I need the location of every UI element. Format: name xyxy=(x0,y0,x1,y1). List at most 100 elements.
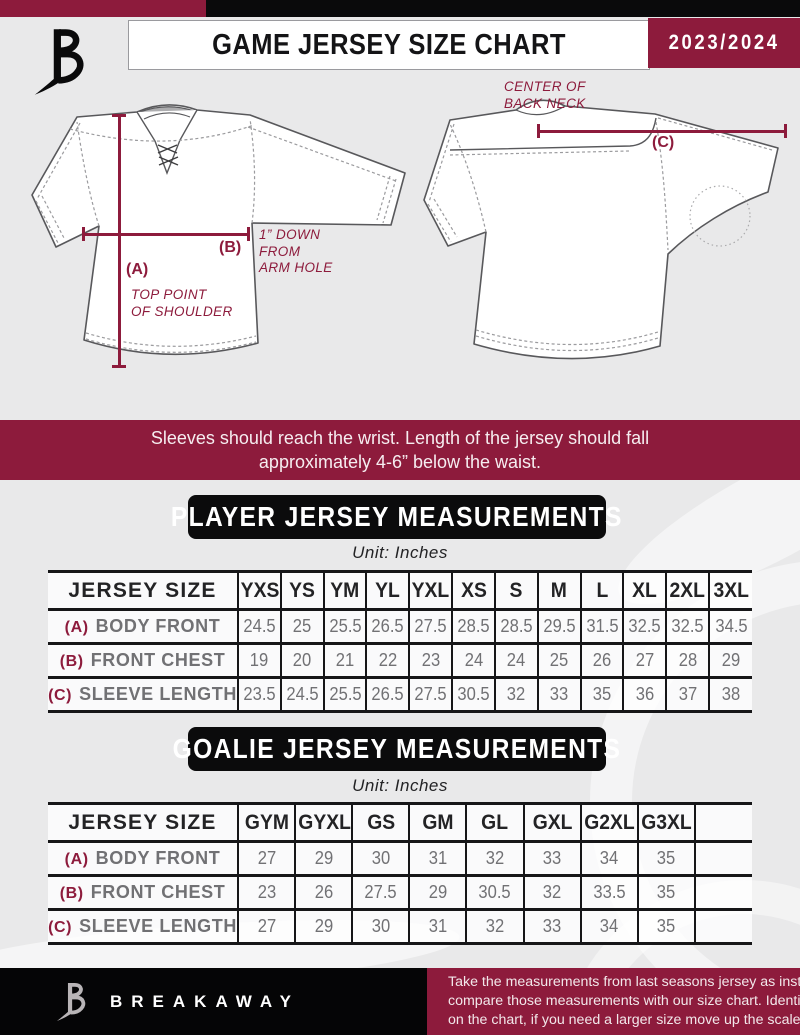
measurement-value: 27 xyxy=(236,841,296,877)
size-table-header-row: JERSEY SIZE YXS YS YM YL YXL XS S M L XL 2XL 3XL xyxy=(48,571,752,611)
measurement-row-label: (A) BODY FRONT xyxy=(48,609,238,645)
diagram-label-b: (B) xyxy=(219,239,242,256)
goalie-section-title: GOALIE JERSEY MEASUREMENTS xyxy=(172,733,622,764)
measurement-value: 26.5 xyxy=(365,609,410,645)
measurement-value: 32 xyxy=(493,677,538,713)
player-section-title: PLAYER JERSEY MEASUREMENTS xyxy=(171,501,623,532)
measurement-value: 26 xyxy=(294,875,353,911)
size-column-header: GYM xyxy=(236,803,296,843)
fit-note-line1: Sleeves should reach the wrist. Length o… xyxy=(150,428,650,448)
measurement-value: 35 xyxy=(636,909,695,945)
measurement-value: 33 xyxy=(536,677,581,713)
measurement-value: 31 xyxy=(408,909,467,945)
measurement-row-label: (C) SLEEVE LENGTH xyxy=(48,677,238,713)
size-column-header: YXL xyxy=(408,571,453,611)
size-column-header: GM xyxy=(408,803,467,843)
size-column-header: YS xyxy=(279,571,324,611)
measurement-value: 24 xyxy=(451,643,495,679)
footer-line1: Take the measurements from last seasons … xyxy=(448,973,800,990)
measurement-row-label: (A) BODY FRONT xyxy=(48,841,238,877)
back-jersey-diagram xyxy=(423,99,779,360)
measurement-value: 23.5 xyxy=(237,677,281,713)
goalie-unit-label: Unit: Inches xyxy=(352,776,448,795)
brand-name: BREAKAWAY xyxy=(110,991,300,1011)
measurement-value: 34.5 xyxy=(708,609,752,645)
size-column-header: 3XL xyxy=(708,571,752,611)
measurement-value: 35 xyxy=(636,875,695,911)
measurement-value: 32.5 xyxy=(665,609,710,645)
size-column-header: G3XL xyxy=(636,803,695,843)
page-title-text: GAME JERSEY SIZE CHART xyxy=(212,28,566,61)
measure-cap xyxy=(537,124,540,138)
measurement-value: 33.5 xyxy=(579,875,638,911)
measurement-key: (C) xyxy=(48,919,73,936)
season-badge: 2023/2024 xyxy=(648,18,800,68)
jersey-size-header: JERSEY SIZE xyxy=(48,803,238,843)
measurement-value: 29 xyxy=(708,643,752,679)
measurement-value: 28.5 xyxy=(451,609,495,645)
measurement-value xyxy=(693,841,752,877)
diagram-label-c: (C) xyxy=(652,134,675,151)
measurement-value: 30.5 xyxy=(465,875,524,911)
measurement-value: 19 xyxy=(237,643,281,679)
measurement-row: (B) FRONT CHEST 19 20 21 22 23 24 24 25 26 27 28 29 xyxy=(48,643,752,679)
measurement-value: 33 xyxy=(522,841,581,877)
fit-note-banner: Sleeves should reach the wrist. Length o… xyxy=(0,420,800,480)
note-down-from-armhole: 1” DOWN FROM ARM HOLE xyxy=(259,227,333,275)
measurement-value: 26.5 xyxy=(365,677,410,713)
measurement-value: 23 xyxy=(236,875,296,911)
measurement-key: (C) xyxy=(48,687,73,704)
size-column-header: M xyxy=(536,571,581,611)
measurement-row-label: (C) SLEEVE LENGTH xyxy=(48,909,238,945)
page-title: GAME JERSEY SIZE CHART xyxy=(128,20,650,70)
measurement-key: (A) xyxy=(64,851,89,868)
size-column-header: YL xyxy=(365,571,410,611)
measurement-value: 34 xyxy=(579,841,638,877)
header-maroon-strip xyxy=(0,0,206,17)
goalie-size-table: JERSEY SIZE GYM GYXL GS GM GL GXL G2XL G3XL (A) BO… xyxy=(48,802,752,945)
measurement-value: 27 xyxy=(236,909,296,945)
measurement-value: 20 xyxy=(279,643,324,679)
measurement-value: 27.5 xyxy=(408,609,453,645)
size-column-header xyxy=(693,803,752,843)
season-badge-text: 2023/2024 xyxy=(668,31,780,54)
measurement-value: 32 xyxy=(465,909,524,945)
size-column-header: GYXL xyxy=(294,803,353,843)
measurement-value: 25 xyxy=(536,643,581,679)
measurement-value: 29 xyxy=(294,909,353,945)
measure-cap xyxy=(784,124,787,138)
size-column-header: 2XL xyxy=(665,571,710,611)
measure-cap xyxy=(112,114,126,117)
jersey-size-header: JERSEY SIZE xyxy=(48,571,238,611)
measurement-key: (A) xyxy=(64,619,89,636)
measurement-value xyxy=(693,875,752,911)
measurement-value: 27 xyxy=(622,643,667,679)
measurement-value: 31.5 xyxy=(579,609,624,645)
measurement-value: 30.5 xyxy=(451,677,495,713)
measurement-row: (A) BODY FRONT 27 29 30 31 32 33 34 35 xyxy=(48,841,752,877)
measure-line-b xyxy=(82,233,249,236)
measurement-value: 31 xyxy=(408,841,467,877)
footer-line3: on the chart, if you need a larger size … xyxy=(448,1012,800,1029)
size-column-header: GXL xyxy=(522,803,581,843)
footer-line2: compare those measurements with our size… xyxy=(448,992,800,1009)
footer-instructions: Take the measurements from last seasons … xyxy=(427,968,800,1035)
player-unit-label: Unit: Inches xyxy=(352,543,448,562)
measurement-value: 25.5 xyxy=(322,677,367,713)
measurement-value: 30 xyxy=(351,909,410,945)
size-column-header: GS xyxy=(351,803,410,843)
front-jersey-diagram xyxy=(31,104,406,356)
measurement-key: (B) xyxy=(59,885,84,902)
measurement-value: 35 xyxy=(636,841,695,877)
size-column-header: XL xyxy=(622,571,667,611)
note-top-point-of-shoulder: TOP POINT OF SHOULDER xyxy=(131,287,233,319)
size-column-header: L xyxy=(579,571,624,611)
measurement-row-label: (B) FRONT CHEST xyxy=(48,875,238,911)
measure-cap xyxy=(82,227,85,241)
fit-note-line2: approximately 4-6” below the waist. xyxy=(258,452,542,472)
measurement-value: 28 xyxy=(665,643,710,679)
measure-cap xyxy=(112,365,126,368)
measurement-value: 26 xyxy=(579,643,624,679)
measurement-value: 25 xyxy=(279,609,324,645)
